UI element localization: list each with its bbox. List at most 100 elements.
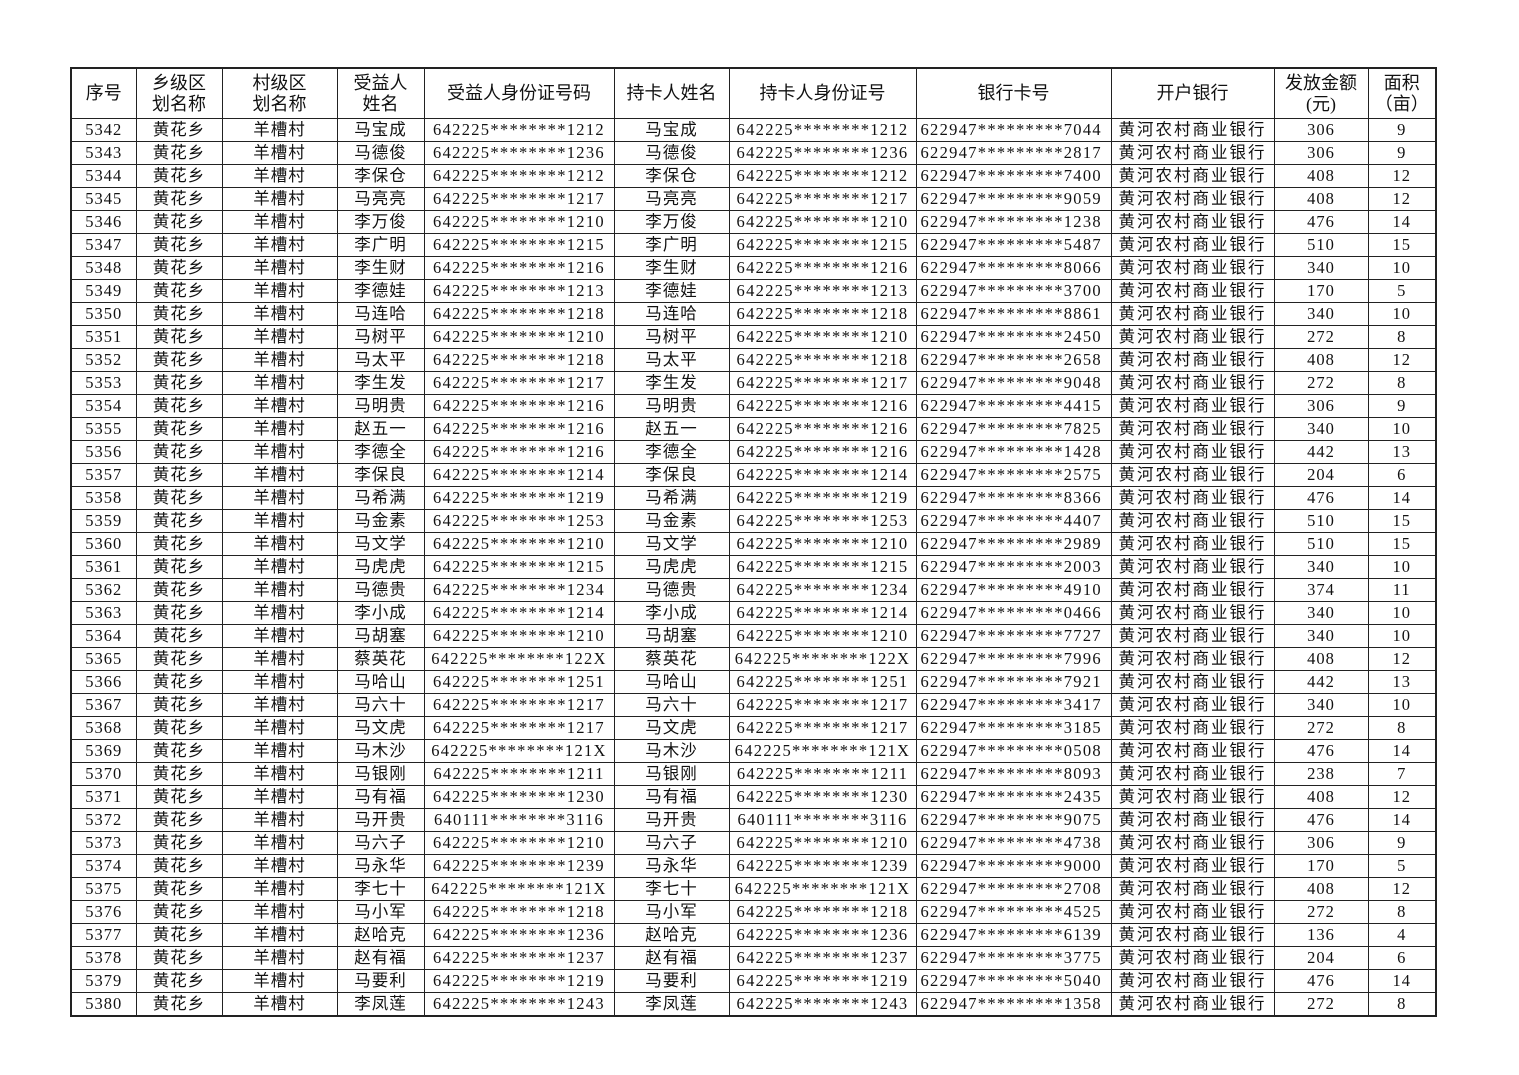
cell-cardholder-name: 马连哈 xyxy=(613,302,730,326)
cell-amount: 476 xyxy=(1273,808,1369,832)
cell-beneficiary-id: 642225********1215 xyxy=(423,555,615,579)
cell-cardholder-id: 642225********1214 xyxy=(728,463,917,487)
cell-cardholder-id: 642225********1210 xyxy=(728,325,917,349)
cell-bank: 黄河农村商业银行 xyxy=(1110,969,1275,993)
header-beneficiary-id: 受益人身份证号码 xyxy=(423,67,615,119)
cell-area: 8 xyxy=(1367,716,1437,740)
cell-township: 黄花乡 xyxy=(135,946,223,970)
cell-township: 黄花乡 xyxy=(135,417,223,441)
cell-township: 黄花乡 xyxy=(135,969,223,993)
cell-amount: 340 xyxy=(1273,693,1369,717)
table-row: 5350 黄花乡 羊槽村 马连哈 642225********1218 马连哈 642225… xyxy=(70,302,1437,326)
cell-township: 黄花乡 xyxy=(135,325,223,349)
cell-township: 黄花乡 xyxy=(135,141,223,165)
cell-village: 羊槽村 xyxy=(221,854,338,878)
header-township: 乡级区 划名称 xyxy=(135,67,223,119)
table-row: 5367 黄花乡 羊槽村 马六十 642225********1217 马六十 642225… xyxy=(70,693,1437,717)
cell-area: 9 xyxy=(1367,394,1437,418)
table-row: 5362 黄花乡 羊槽村 马德贵 642225********1234 马德贵 642225… xyxy=(70,578,1437,602)
cell-cardholder-name: 马宝成 xyxy=(613,118,730,142)
cell-amount: 510 xyxy=(1273,233,1369,257)
cell-township: 黄花乡 xyxy=(135,532,223,556)
cell-village: 羊槽村 xyxy=(221,279,338,303)
cell-township: 黄花乡 xyxy=(135,992,223,1017)
cell-bank: 黄河农村商业银行 xyxy=(1110,532,1275,556)
cell-bank-card: 622947*********8066 xyxy=(915,256,1112,280)
table-row: 5348 黄花乡 羊槽村 李生财 642225********1216 李生财 642225… xyxy=(70,256,1437,280)
cell-cardholder-id: 642225********121X xyxy=(728,877,917,901)
cell-cardholder-name: 马哈山 xyxy=(613,670,730,694)
cell-cardholder-id: 642225********1236 xyxy=(728,141,917,165)
cell-area: 9 xyxy=(1367,141,1437,165)
cell-serial: 5379 xyxy=(70,969,137,993)
cell-cardholder-id: 640111********3116 xyxy=(728,808,917,832)
cell-amount: 272 xyxy=(1273,900,1369,924)
cell-area: 10 xyxy=(1367,693,1437,717)
cell-village: 羊槽村 xyxy=(221,371,338,395)
cell-township: 黄花乡 xyxy=(135,647,223,671)
header-bank: 开户银行 xyxy=(1110,67,1275,119)
cell-bank: 黄河农村商业银行 xyxy=(1110,210,1275,234)
cell-cardholder-name: 马胡塞 xyxy=(613,624,730,648)
cell-village: 羊槽村 xyxy=(221,325,338,349)
cell-area: 13 xyxy=(1367,670,1437,694)
cell-beneficiary-id: 642225********121X xyxy=(423,877,615,901)
cell-beneficiary-id: 642225********1217 xyxy=(423,187,615,211)
cell-area: 12 xyxy=(1367,785,1437,809)
cell-beneficiary-name: 马德贵 xyxy=(336,578,425,602)
cell-bank: 黄河农村商业银行 xyxy=(1110,900,1275,924)
cell-township: 黄花乡 xyxy=(135,831,223,855)
cell-beneficiary-id: 642225********1218 xyxy=(423,348,615,372)
cell-beneficiary-id: 642225********1217 xyxy=(423,371,615,395)
cell-village: 羊槽村 xyxy=(221,210,338,234)
cell-beneficiary-name: 马六十 xyxy=(336,693,425,717)
cell-beneficiary-name: 李德全 xyxy=(336,440,425,464)
cell-township: 黄花乡 xyxy=(135,877,223,901)
cell-bank: 黄河农村商业银行 xyxy=(1110,716,1275,740)
cell-beneficiary-name: 马明贵 xyxy=(336,394,425,418)
cell-cardholder-name: 李保仓 xyxy=(613,164,730,188)
table-row: 5376 黄花乡 羊槽村 马小军 642225********1218 马小军 642225… xyxy=(70,900,1437,924)
cell-beneficiary-id: 642225********1210 xyxy=(423,624,615,648)
table-row: 5346 黄花乡 羊槽村 李万俊 642225********1210 李万俊 642225… xyxy=(70,210,1437,234)
cell-village: 羊槽村 xyxy=(221,647,338,671)
cell-village: 羊槽村 xyxy=(221,463,338,487)
cell-area: 14 xyxy=(1367,739,1437,763)
cell-township: 黄花乡 xyxy=(135,578,223,602)
cell-amount: 204 xyxy=(1273,946,1369,970)
cell-village: 羊槽村 xyxy=(221,624,338,648)
cell-amount: 408 xyxy=(1273,877,1369,901)
cell-beneficiary-name: 马宝成 xyxy=(336,118,425,142)
cell-village: 羊槽村 xyxy=(221,877,338,901)
cell-amount: 374 xyxy=(1273,578,1369,602)
cell-cardholder-id: 642225********122X xyxy=(728,647,917,671)
cell-area: 6 xyxy=(1367,463,1437,487)
cell-beneficiary-id: 642225********1213 xyxy=(423,279,615,303)
cell-cardholder-id: 642225********1239 xyxy=(728,854,917,878)
cell-bank: 黄河农村商业银行 xyxy=(1110,325,1275,349)
cell-amount: 476 xyxy=(1273,739,1369,763)
cell-amount: 340 xyxy=(1273,624,1369,648)
cell-area: 8 xyxy=(1367,325,1437,349)
cell-bank-card: 622947*********1358 xyxy=(915,992,1112,1017)
cell-cardholder-id: 642225********1218 xyxy=(728,348,917,372)
cell-bank: 黄河农村商业银行 xyxy=(1110,601,1275,625)
cell-amount: 170 xyxy=(1273,279,1369,303)
cell-cardholder-name: 马亮亮 xyxy=(613,187,730,211)
cell-beneficiary-name: 赵哈克 xyxy=(336,923,425,947)
cell-township: 黄花乡 xyxy=(135,187,223,211)
cell-township: 黄花乡 xyxy=(135,210,223,234)
cell-beneficiary-name: 马树平 xyxy=(336,325,425,349)
cell-township: 黄花乡 xyxy=(135,440,223,464)
cell-beneficiary-name: 李万俊 xyxy=(336,210,425,234)
cell-serial: 5342 xyxy=(70,118,137,142)
cell-beneficiary-id: 642225********1237 xyxy=(423,946,615,970)
cell-village: 羊槽村 xyxy=(221,578,338,602)
cell-village: 羊槽村 xyxy=(221,923,338,947)
cell-bank: 黄河农村商业银行 xyxy=(1110,463,1275,487)
cell-area: 15 xyxy=(1367,233,1437,257)
cell-village: 羊槽村 xyxy=(221,532,338,556)
cell-amount: 238 xyxy=(1273,762,1369,786)
cell-bank-card: 622947*********2658 xyxy=(915,348,1112,372)
cell-serial: 5351 xyxy=(70,325,137,349)
